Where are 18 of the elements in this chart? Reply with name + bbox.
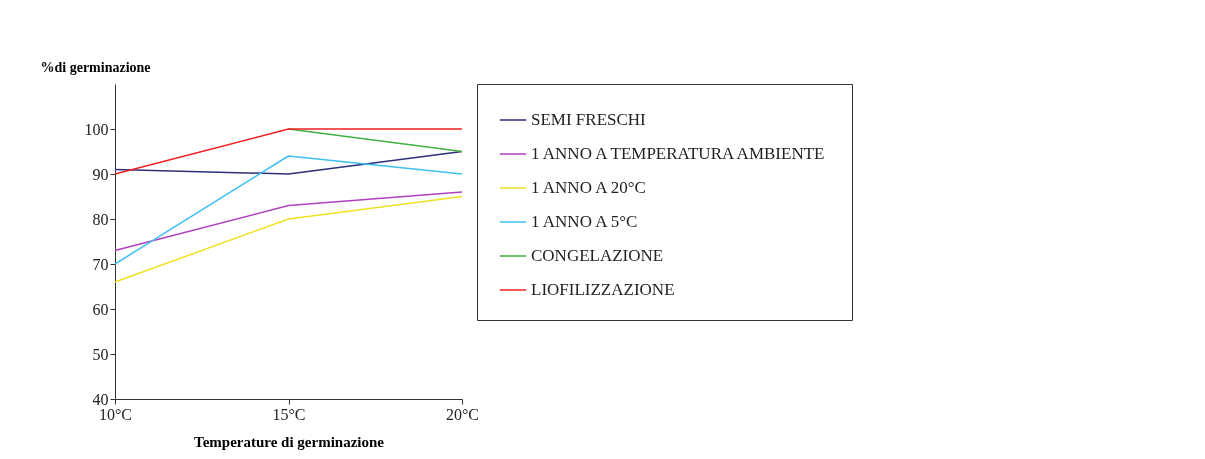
legend-label: 1 ANNO A 5°C [531,212,638,231]
legend-label: 1 ANNO A 20°C [531,178,646,197]
y-axis-title: %di germinazione [40,59,151,75]
legend-label: SEMI FRESCHI [531,110,647,129]
y-tick-label: 50 [92,345,109,363]
x-tick-label: 20°C [445,405,480,423]
legend-label: 1 ANNO A TEMPERATURA AMBIENTE [531,144,825,163]
y-tick-label: 60 [92,300,109,318]
y-tick-label: 90 [92,165,109,183]
y-tick-label: 70 [92,255,109,273]
y-tick-label: 100 [84,120,109,138]
y-tick-label: 80 [92,210,109,228]
x-axis-title: Temperature di germinazione [194,433,385,450]
legend-label: LIOFILIZZAZIONE [531,280,675,299]
x-tick-label: 15°C [272,405,306,423]
legend-label: CONGELAZIONE [531,246,664,265]
y-tick-label: 40 [92,390,109,408]
x-tick-label: 10°C [98,405,133,423]
